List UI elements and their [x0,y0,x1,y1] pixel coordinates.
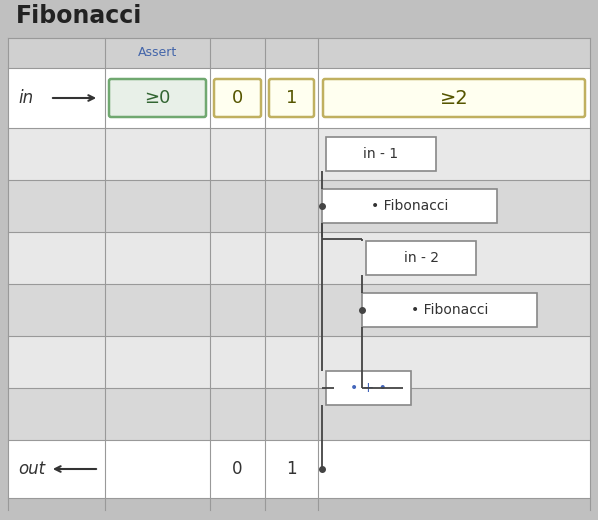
Text: Assert: Assert [138,46,177,59]
Text: ≥2: ≥2 [440,88,468,108]
Bar [8,38,590,68]
Bar [322,189,497,223]
Bar [8,180,590,232]
Bar [8,128,590,180]
Bar [362,293,537,327]
Bar [326,137,436,171]
FancyBboxPatch shape [109,79,206,117]
Text: ≥0: ≥0 [144,89,170,107]
Bar [8,232,590,284]
Text: out: out [18,460,45,478]
Text: 0: 0 [232,460,243,478]
Text: 1: 1 [286,460,297,478]
Text: 0: 0 [232,89,243,107]
Text: in - 1: in - 1 [364,147,398,161]
Bar [366,241,476,275]
Bar [8,336,590,388]
Text: • Fibonacci: • Fibonacci [411,303,488,317]
Bar [326,371,411,405]
Bar [8,68,590,128]
FancyBboxPatch shape [323,79,585,117]
FancyBboxPatch shape [214,79,261,117]
Text: • Fibonacci: • Fibonacci [371,199,448,213]
FancyBboxPatch shape [269,79,314,117]
Bar [8,440,590,498]
Bar [8,388,590,440]
Text: in - 2: in - 2 [404,251,438,265]
Text: Fibonacci: Fibonacci [16,4,142,28]
Text: • + •: • + • [350,381,387,395]
Text: 1: 1 [286,89,297,107]
Text: in: in [18,89,33,107]
Bar [8,284,590,336]
